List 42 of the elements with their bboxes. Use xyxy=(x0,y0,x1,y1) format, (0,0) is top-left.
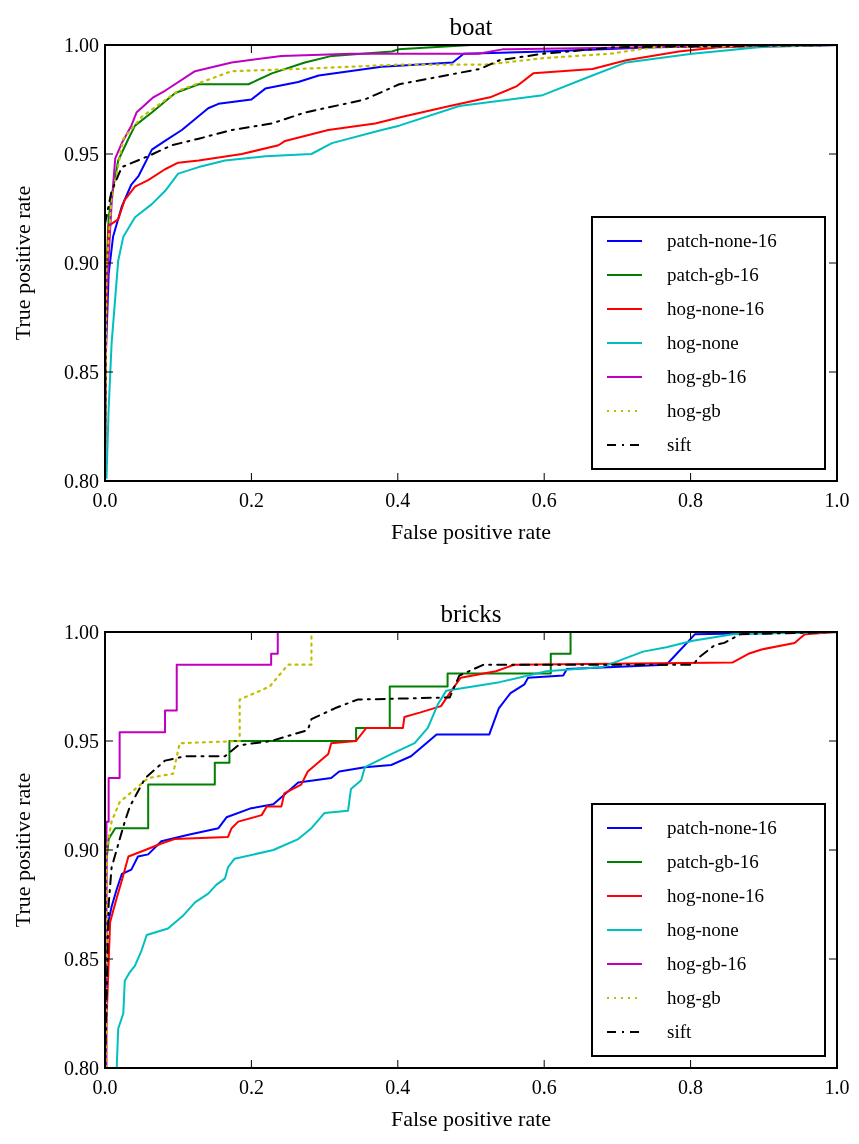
x-tick-label: 1.0 xyxy=(824,1076,850,1098)
y-tick-label: 0.85 xyxy=(64,361,99,383)
legend-label: patch-gb-16 xyxy=(667,851,759,872)
x-tick-label: 0.4 xyxy=(385,489,411,511)
legend-label: hog-gb xyxy=(667,987,721,1008)
legend-label: hog-gb-16 xyxy=(667,366,747,387)
x-tick-label: 0.2 xyxy=(238,489,264,511)
legend-label: hog-none-16 xyxy=(667,298,765,319)
y-axis-title: True positive rate xyxy=(10,772,35,928)
legend-label: hog-none xyxy=(667,332,739,353)
y-tick-label: 1.00 xyxy=(64,621,99,643)
legend-label: hog-none xyxy=(667,919,739,940)
x-tick-label: 0.6 xyxy=(531,489,557,511)
x-tick-label: 0.0 xyxy=(92,1076,118,1098)
legend-label: hog-gb xyxy=(667,400,721,421)
y-tick-label: 0.90 xyxy=(64,839,99,861)
chart-title: bricks xyxy=(440,600,502,627)
y-tick-label: 0.80 xyxy=(64,1057,99,1079)
chart-title: boat xyxy=(449,13,493,40)
y-tick-label: 0.80 xyxy=(64,470,99,492)
legend-label: patch-none-16 xyxy=(667,817,777,838)
legend-label: hog-none-16 xyxy=(667,885,765,906)
y-tick-label: 0.95 xyxy=(64,730,99,752)
legend-label: sift xyxy=(667,1021,692,1042)
y-tick-label: 0.95 xyxy=(64,143,99,165)
x-tick-label: 0.8 xyxy=(678,1076,704,1098)
x-tick-label: 0.6 xyxy=(531,1076,557,1098)
y-tick-label: 1.00 xyxy=(64,34,99,56)
legend-label: patch-none-16 xyxy=(667,230,777,251)
y-tick-label: 0.85 xyxy=(64,948,99,970)
x-tick-label: 0.4 xyxy=(385,1076,411,1098)
legend-label: patch-gb-16 xyxy=(667,264,759,285)
legend-label: hog-gb-16 xyxy=(667,953,747,974)
x-axis-title: False positive rate xyxy=(390,1106,552,1131)
x-axis-title: False positive rate xyxy=(390,519,552,544)
y-axis-title: True positive rate xyxy=(10,185,35,341)
legend-label: sift xyxy=(667,434,692,455)
x-tick-label: 0.8 xyxy=(678,489,704,511)
y-tick-label: 0.90 xyxy=(64,252,99,274)
x-tick-label: 1.0 xyxy=(824,489,850,511)
x-tick-label: 0.2 xyxy=(238,1076,264,1098)
x-tick-label: 0.0 xyxy=(92,489,118,511)
